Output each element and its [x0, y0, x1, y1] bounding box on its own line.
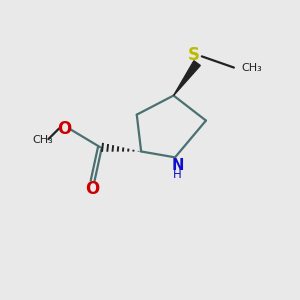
Text: O: O: [85, 180, 100, 198]
Text: H: H: [173, 168, 182, 181]
Polygon shape: [174, 61, 200, 95]
Text: O: O: [57, 119, 71, 137]
Text: CH₃: CH₃: [242, 63, 262, 73]
Text: CH₃: CH₃: [32, 135, 53, 145]
Text: N: N: [171, 158, 184, 173]
Text: S: S: [188, 46, 200, 64]
